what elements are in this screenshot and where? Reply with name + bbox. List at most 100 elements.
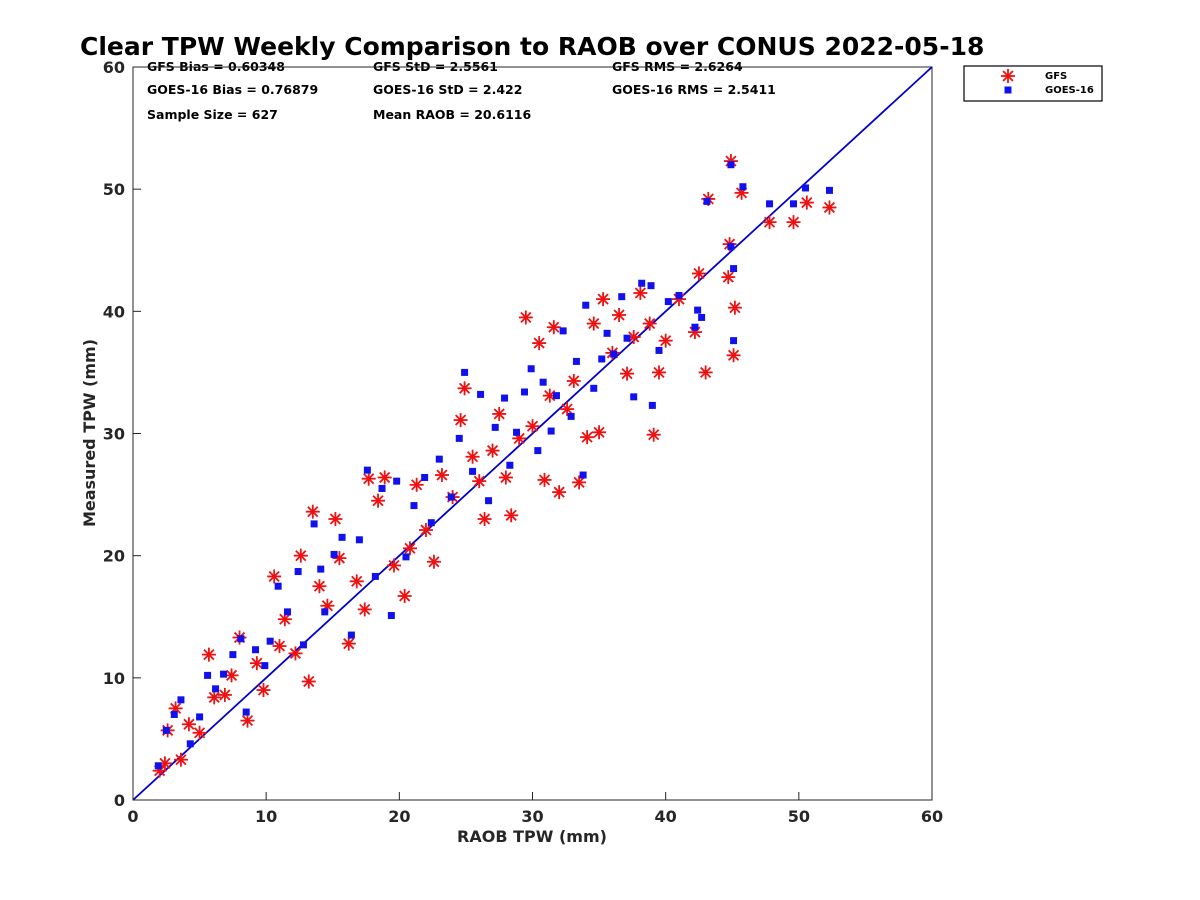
y-tick-label: 50 — [103, 180, 125, 199]
goes16-point — [229, 651, 237, 659]
goes16-point — [378, 484, 386, 492]
goes16-point — [664, 298, 672, 306]
goes16-point — [162, 726, 170, 734]
x-tick-label: 30 — [521, 807, 543, 826]
goes16-point — [727, 161, 735, 169]
data-points-group — [152, 154, 837, 778]
gfs-point — [272, 639, 287, 654]
gfs-point — [626, 329, 641, 344]
goes16-point — [387, 612, 395, 620]
axes-group: 0 10 20 30 40 50 60 0 10 20 30 40 50 60 — [103, 58, 943, 826]
goes16-point — [730, 337, 738, 345]
gfs-point — [580, 430, 595, 445]
gfs-point — [418, 523, 433, 538]
chart-title: Clear TPW Weekly Comparison to RAOB over… — [80, 32, 984, 61]
x-axis-label: RAOB TPW (mm) — [457, 827, 607, 846]
goes16-point — [204, 671, 212, 679]
stat-text: Mean RAOB = 20.6116 — [373, 107, 531, 122]
goes16-point — [170, 710, 178, 718]
goes16-point — [703, 197, 711, 205]
gfs-point — [357, 602, 372, 617]
goes16-point — [447, 493, 455, 501]
stat-text: Sample Size = 627 — [147, 107, 278, 122]
stat-text: GOES-16 Bias = 0.76879 — [147, 82, 318, 97]
goes16-point — [790, 200, 798, 208]
y-tick-label: 10 — [103, 669, 125, 688]
goes16-point — [283, 608, 291, 616]
stats-block: GFS Bias = 0.60348 GFS StD = 2.5561 GFS RM… — [147, 59, 776, 122]
x-tick-label: 10 — [255, 807, 277, 826]
y-tick-label: 60 — [103, 58, 125, 77]
goes16-point — [648, 401, 656, 409]
gfs-point — [642, 316, 657, 331]
goes16-point — [513, 428, 521, 436]
gfs-point — [532, 336, 547, 351]
goes16-point — [427, 519, 435, 527]
gfs-point — [822, 200, 837, 215]
gfs-point — [256, 683, 271, 698]
goes16-point — [363, 466, 371, 474]
goes16-point — [730, 265, 738, 273]
goes16-point — [567, 412, 575, 420]
gfs-point — [492, 406, 507, 421]
gfs-point — [434, 468, 449, 483]
gfs-point — [293, 548, 308, 563]
goes16-point — [310, 520, 318, 528]
goes16-point — [212, 685, 220, 693]
gfs-point — [453, 413, 468, 428]
goes16-point — [485, 497, 493, 505]
goes16-point — [534, 447, 542, 455]
goes16-point — [610, 350, 618, 358]
goes16-point — [491, 423, 499, 431]
goes16-point — [739, 183, 747, 191]
gfs-point — [498, 470, 513, 485]
goes16-point — [294, 568, 302, 576]
gfs-point — [537, 472, 552, 487]
legend: GFS GOES-16 — [963, 65, 1103, 102]
goes16-point — [727, 243, 735, 251]
gfs-point — [586, 316, 601, 331]
gfs-point — [518, 310, 533, 325]
y-tick-label: 0 — [114, 791, 125, 810]
gfs-point — [633, 286, 648, 301]
goes16-point — [421, 473, 429, 481]
gfs-point — [301, 674, 316, 689]
goes16-point — [579, 471, 587, 479]
gfs-point — [402, 541, 417, 556]
gfs-point — [727, 300, 742, 315]
gfs-point — [658, 333, 673, 348]
goes16-point — [547, 427, 555, 435]
gfs-point — [181, 717, 196, 732]
gfs-point — [173, 752, 188, 767]
goes16-point — [603, 329, 611, 337]
y-tick-label: 30 — [103, 425, 125, 444]
x-tick-label: 0 — [127, 807, 138, 826]
gfs-point — [207, 690, 222, 705]
goes16-point — [655, 346, 663, 354]
goes16-point — [694, 306, 702, 314]
gfs-point — [477, 512, 492, 527]
stat-text: GOES-16 StD = 2.422 — [373, 82, 522, 97]
gfs-point — [457, 381, 472, 396]
goes16-point — [539, 378, 547, 386]
goes16-point — [252, 646, 260, 654]
y-axis-label: Measured TPW (mm) — [80, 339, 99, 527]
goes16-point — [675, 291, 683, 299]
goes16-point — [402, 553, 410, 561]
gfs-point — [612, 307, 627, 322]
legend-goes16-marker — [1004, 86, 1012, 94]
goes16-point — [461, 368, 469, 376]
goes16-point — [469, 467, 477, 475]
gfs-point — [596, 292, 611, 307]
gfs-point — [341, 636, 356, 651]
goes16-point — [220, 670, 228, 678]
goes16-point — [330, 550, 338, 558]
goes16-point — [237, 635, 245, 643]
gfs-point — [698, 365, 713, 380]
gfs-point — [620, 366, 635, 381]
legend-goes16-label: GOES-16 — [1045, 85, 1094, 96]
gfs-point — [525, 419, 540, 434]
legend-gfs-label: GFS — [1045, 71, 1067, 82]
goes16-point — [321, 608, 329, 616]
goes16-point — [801, 184, 809, 192]
